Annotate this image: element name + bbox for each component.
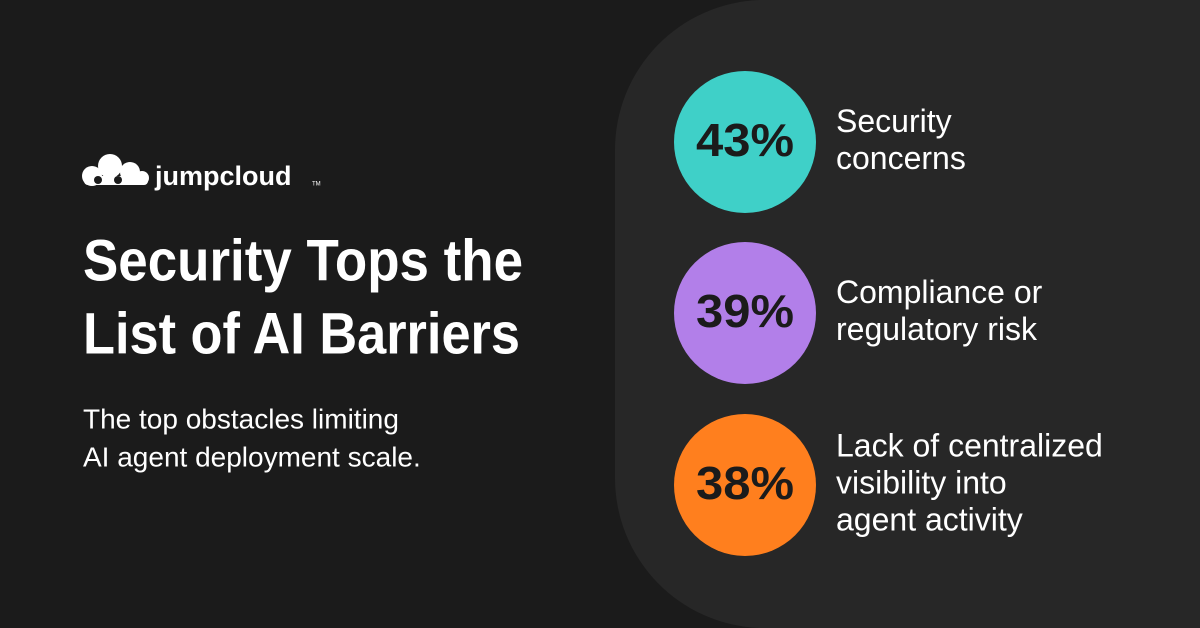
title-line: List of AI Barriers (83, 301, 520, 366)
logo-text: jumpcloud (154, 161, 292, 191)
stat-label: visibility into (836, 464, 1007, 500)
stat-label: regulatory risk (836, 311, 1038, 347)
logo-trademark: TM (312, 182, 321, 188)
stat-label: Compliance or (836, 274, 1043, 310)
stat-value: 43% (696, 114, 794, 166)
stat-label: agent activity (836, 501, 1023, 537)
stat-circle (674, 414, 816, 556)
subtitle-line: AI agent deployment scale. (83, 441, 421, 472)
stat-label: concerns (836, 140, 966, 176)
stat-value: 38% (696, 457, 794, 509)
subtitle-line: The top obstacles limiting (83, 403, 399, 434)
title-line: Security Tops the (83, 228, 523, 293)
stat-label: Lack of centralized (836, 427, 1103, 463)
stat-circle (674, 71, 816, 213)
stat-value: 39% (696, 285, 794, 337)
logo-icon (82, 154, 149, 186)
stat-label: Security (836, 103, 952, 139)
stat-circle (674, 242, 816, 384)
